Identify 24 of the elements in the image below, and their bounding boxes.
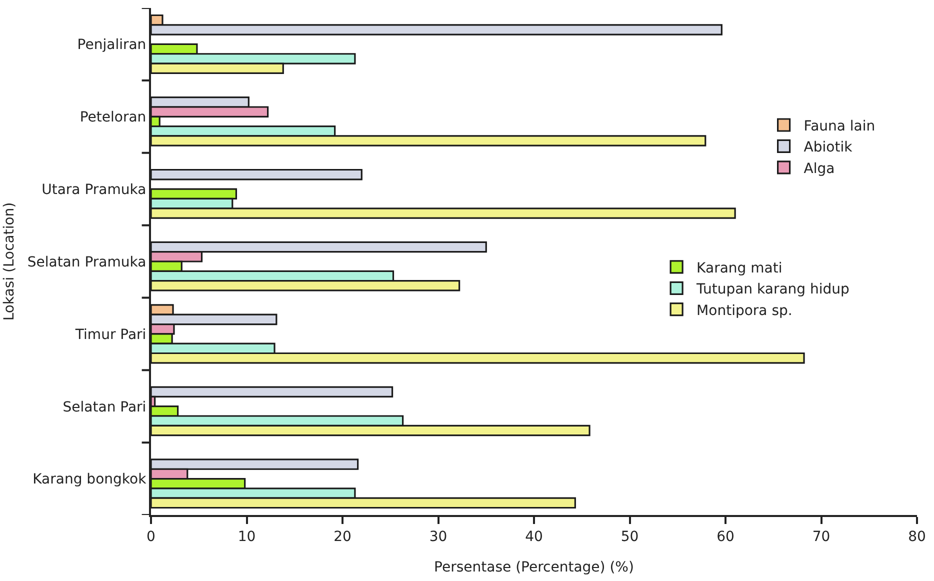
y-tick-label: Penjaliran (77, 37, 146, 54)
x-axis-title: Persentase (Percentage) (%) (434, 560, 634, 576)
y-tick-label: Timur Pari (74, 326, 146, 343)
x-tick-label: 20 (334, 528, 352, 545)
legend-label: Montipora sp. (696, 302, 792, 319)
x-tick-label: 50 (620, 528, 639, 545)
legend-label: Tutupan karang hidup (696, 282, 850, 298)
x-tick-label: 80 (908, 528, 926, 545)
y-tick-label: Selatan Pari (62, 399, 146, 416)
y-tick-label: Peteloran (80, 110, 146, 126)
y-axis-title: Lokasi (Location) (1, 202, 18, 321)
x-tick-label: 0 (146, 528, 156, 545)
x-tick-label: 60 (716, 528, 734, 545)
x-tick-label: 10 (238, 528, 256, 545)
y-tick-label: Karang bongkok (32, 472, 148, 488)
legend-label: Karang mati (696, 260, 782, 276)
y-tick-label: Selatan Pramuka (27, 254, 146, 270)
x-tick-label: 40 (525, 528, 543, 545)
legend-label: Abiotik (804, 140, 854, 156)
x-tick-label: 30 (429, 528, 448, 545)
legend-label: Fauna lain (804, 118, 876, 134)
y-tick-label: Utara Pramuka (42, 182, 146, 198)
legend-label: Alga (804, 160, 835, 177)
x-tick-label: 70 (812, 528, 830, 545)
